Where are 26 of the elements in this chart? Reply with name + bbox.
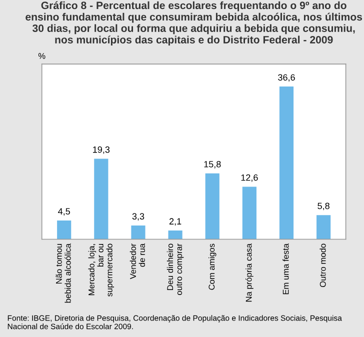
- bar: [205, 173, 220, 240]
- data-label: 2,1: [169, 218, 182, 226]
- bar: [316, 215, 331, 240]
- data-label: 15,8: [204, 161, 221, 168]
- bar: [279, 86, 294, 240]
- x-tick-label: Outro modo: [320, 244, 326, 288]
- data-label: 36,6: [278, 74, 295, 82]
- bar: [131, 226, 146, 240]
- chart-title: Gráfico 8 - Percentual de escolares frequentando o 9º ano do ensino fundamental que consumiram bebida alcoólica, nos últimos 30 dias, por local ou forma que adquiriu a bebida que consumiu, nos municípios das capitais e do Distrito Federal - 2009: [26, 1, 362, 46]
- x-tick-label: Mercado, loja, bar ou supermercado: [88, 244, 114, 296]
- data-label: 12,6: [241, 174, 258, 182]
- bar: [94, 158, 108, 240]
- y-axis-title: %: [38, 53, 46, 59]
- x-tick-label: Vendedor de rua: [130, 243, 145, 280]
- x-tick-label: Não tomou bebida alcoólica: [56, 243, 71, 303]
- bar: [242, 186, 256, 240]
- bar: [57, 220, 72, 240]
- data-label: 3,3: [132, 213, 144, 221]
- data-label: 4,5: [58, 208, 70, 216]
- x-tick-label: Em uma festa: [282, 243, 289, 294]
- x-tick-label: Com amigos: [208, 244, 216, 290]
- bar: [168, 230, 182, 240]
- x-tick-label: Na própria casa: [245, 243, 254, 302]
- data-label: 19,3: [93, 146, 110, 154]
- x-tick-label: Deu dinheiro outro comprar: [166, 244, 184, 295]
- data-label: 5,8: [318, 202, 330, 210]
